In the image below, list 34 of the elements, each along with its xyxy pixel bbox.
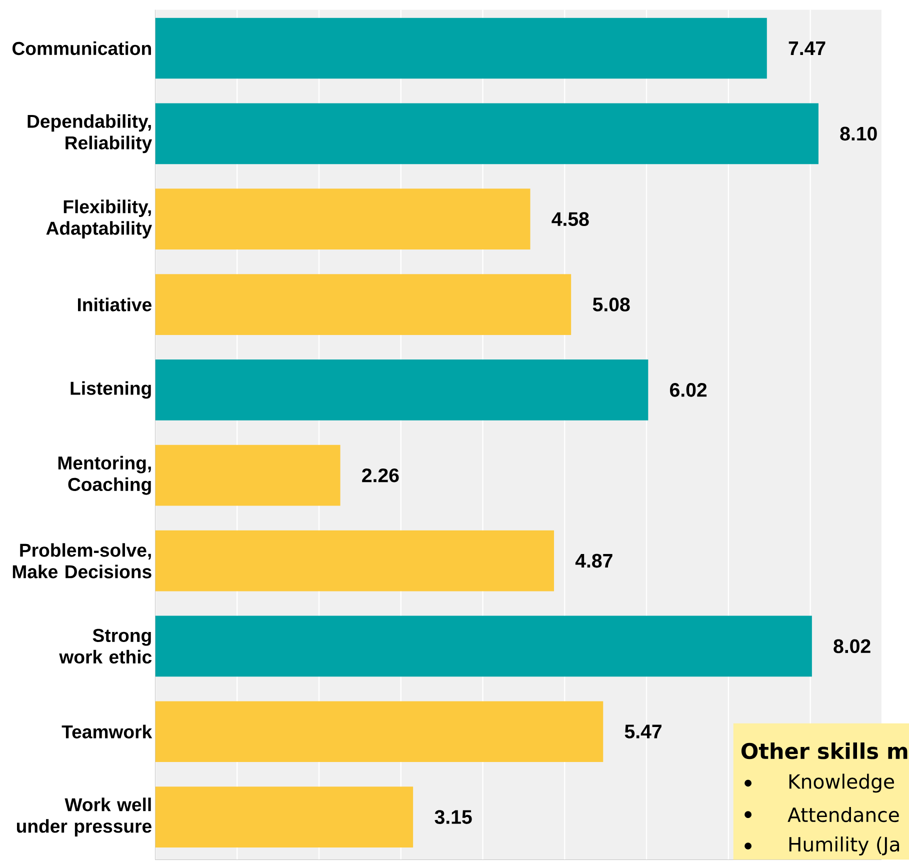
data-label: 5.08 bbox=[592, 297, 630, 312]
data-label: 4.58 bbox=[552, 212, 589, 226]
y-tick-label: Problem-solve, Make Decisions bbox=[12, 542, 152, 578]
annotation: Attendance bbox=[788, 806, 899, 822]
data-label: 7.47 bbox=[788, 41, 826, 55]
y-tick-label: Initiative bbox=[78, 297, 152, 312]
bar bbox=[155, 530, 554, 591]
annotation: Other skills m bbox=[741, 742, 908, 759]
bar bbox=[155, 786, 414, 848]
y-tick-label: Flexibility, Adaptability bbox=[46, 199, 152, 238]
bar bbox=[155, 359, 648, 420]
y-tick-label: Dependability, Reliability bbox=[28, 114, 152, 153]
data-label: 5.47 bbox=[624, 724, 662, 738]
bar bbox=[155, 103, 818, 164]
data-label: 8.02 bbox=[834, 639, 870, 653]
annotation: Humility (Ja bbox=[789, 836, 900, 856]
data-label: 3.15 bbox=[434, 810, 472, 824]
bar bbox=[155, 18, 767, 78]
y-tick-label: Communication bbox=[12, 41, 151, 55]
bar bbox=[155, 188, 530, 250]
data-label: 2.26 bbox=[362, 468, 399, 482]
bar bbox=[155, 700, 604, 762]
y-tick-label: Work well under pressure bbox=[16, 797, 152, 836]
data-label: 6.02 bbox=[670, 382, 707, 397]
y-tick-label: Strong work ethic bbox=[59, 628, 152, 664]
data-label: 8.10 bbox=[840, 126, 877, 140]
data-label: 4.87 bbox=[575, 554, 612, 568]
y-tick-label: Listening bbox=[70, 381, 151, 398]
annotation: Knowledge bbox=[789, 774, 894, 792]
bar bbox=[155, 616, 812, 676]
y-tick-label: Teamwork bbox=[62, 724, 152, 738]
bar bbox=[155, 444, 340, 506]
bar bbox=[155, 274, 572, 335]
y-tick-label: Mentoring, Coaching bbox=[58, 456, 151, 495]
